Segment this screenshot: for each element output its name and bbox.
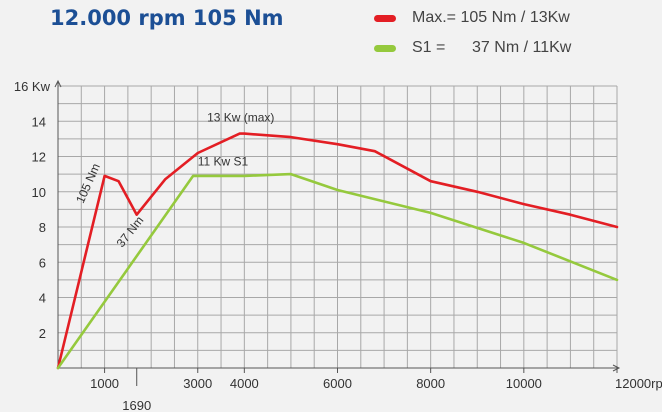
chart-annotation: 11 Kw S1 <box>198 154 249 168</box>
x-tick-label: 12000rpm <box>615 376 662 391</box>
x-tick-label: 10000 <box>506 376 542 391</box>
x-tick-label: 4000 <box>230 376 259 391</box>
chart-annotation: 13 Kw (max) <box>207 110 274 124</box>
y-tick-label: 6 <box>39 255 46 270</box>
y-tick-label: 10 <box>32 185 46 200</box>
legend-item-s1: S1 = 37 Nm / 11Kw <box>374 36 571 60</box>
y-tick-label: 14 <box>32 114 46 129</box>
series-line-s1 <box>56 172 619 370</box>
x-axis-arrow <box>612 364 621 372</box>
legend-label-max: Max.= 105 Nm / 13Kw <box>412 9 570 26</box>
chart-series <box>56 132 619 370</box>
legend-swatch-s1 <box>374 44 396 52</box>
x-tick-label: 3000 <box>183 376 212 391</box>
legend-item-max: Max.= 105 Nm / 13Kw <box>374 6 570 30</box>
legend-label-s1: S1 = 37 Nm / 11Kw <box>412 39 572 56</box>
x-tick-label: 1000 <box>90 376 119 391</box>
y-tick-label: 8 <box>39 220 46 235</box>
x-tick-label: 6000 <box>323 376 352 391</box>
chart-axes <box>54 79 621 386</box>
y-tick-label: 12 <box>32 150 46 165</box>
x-tick-label: 1690 <box>122 398 151 412</box>
y-tick-label: 16 Kw <box>14 79 51 94</box>
chart-grid <box>58 85 618 368</box>
series-line-max <box>56 132 619 370</box>
y-tick-label: 2 <box>39 326 46 341</box>
page-title: 12.000 rpm 105 Nm <box>50 6 284 30</box>
y-tick-label: 4 <box>39 291 46 306</box>
x-tick-label: 8000 <box>416 376 445 391</box>
y-axis-arrow <box>54 79 62 88</box>
legend-swatch-max <box>374 14 396 22</box>
